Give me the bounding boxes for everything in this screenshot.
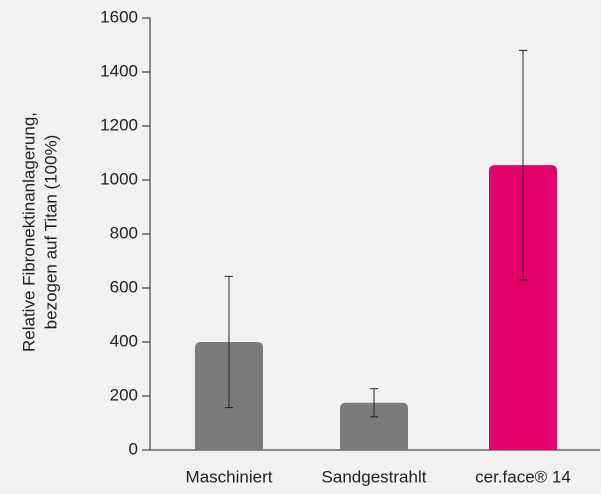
y-tick-label: 200 [110, 385, 138, 404]
y-axis-title-line: bezogen auf Titan (100%) [41, 135, 60, 330]
bar [340, 402, 408, 450]
x-tick-label: cer.face® 14 [475, 467, 571, 486]
y-tick-label: 600 [110, 277, 138, 296]
y-axis-title: Relative Fibronektinanlagerung, bezogen … [19, 112, 60, 352]
y-axis-title-line: Relative Fibronektinanlagerung, [19, 112, 38, 352]
x-tick-label: Maschiniert [186, 467, 273, 486]
y-tick-label: 1200 [100, 115, 138, 134]
y-tick-label: 0 [129, 439, 138, 458]
y-tick-label: 1000 [100, 169, 138, 188]
y-tick-label: 1400 [100, 61, 138, 80]
y-tick-label: 1600 [100, 7, 138, 26]
y-tick-label: 800 [110, 223, 138, 242]
bar [489, 165, 557, 450]
x-tick-label: Sandgestrahlt [322, 467, 427, 486]
y-tick-label: 400 [110, 331, 138, 350]
